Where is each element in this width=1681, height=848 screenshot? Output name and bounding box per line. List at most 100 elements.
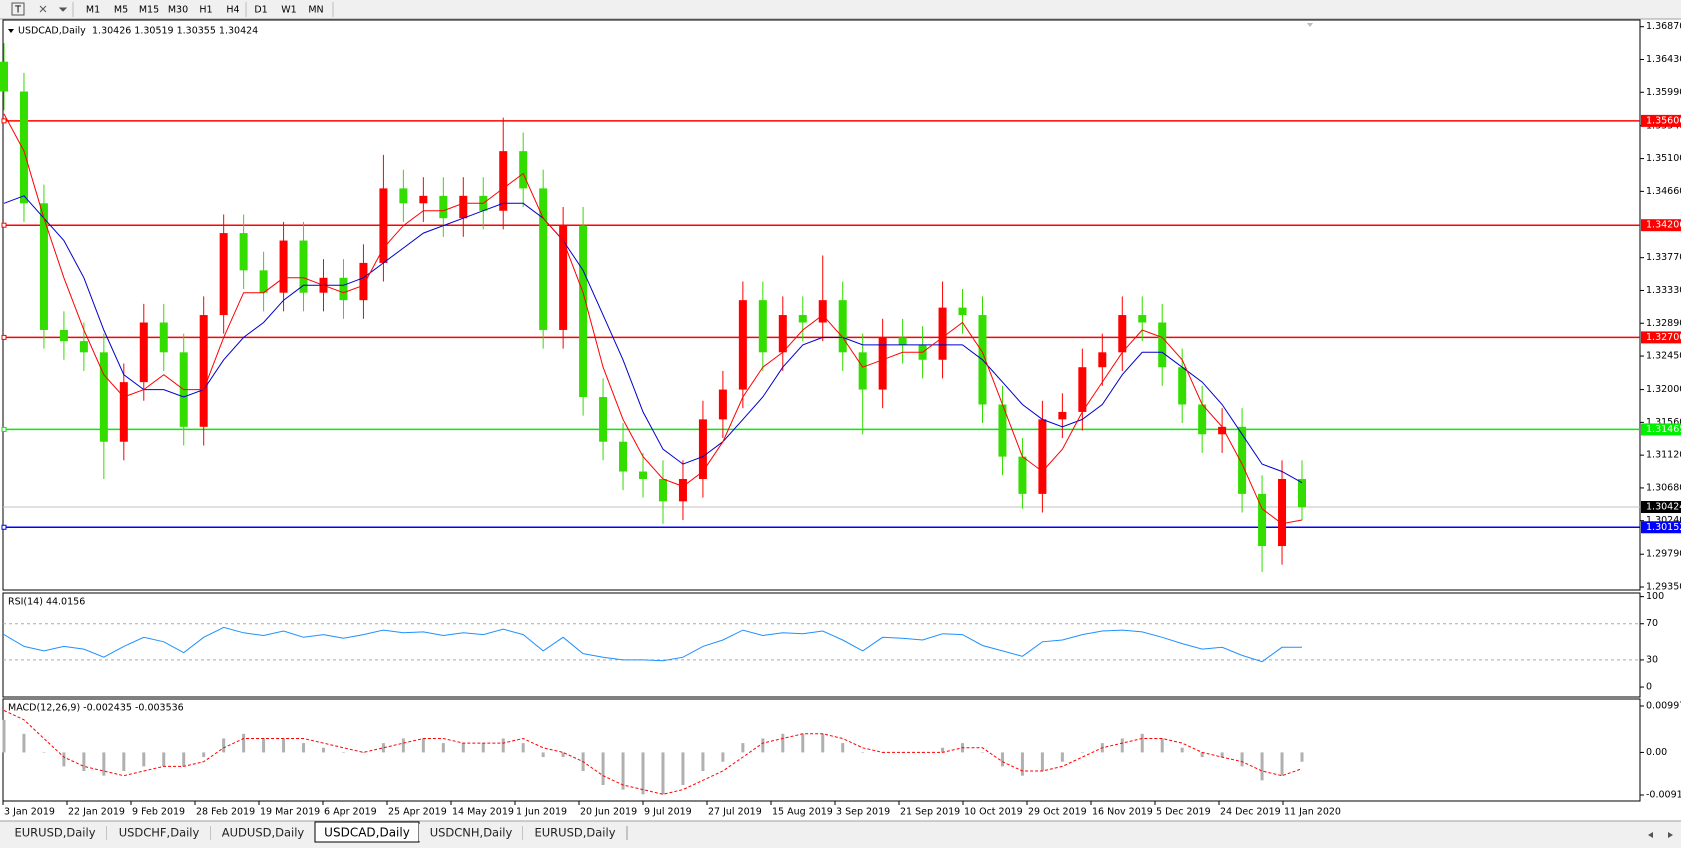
- y-tick-label: 1.35990: [1646, 87, 1681, 98]
- shapes-tool-icon[interactable]: [39, 5, 68, 13]
- candle-body: [99, 352, 108, 442]
- candle-body: [239, 233, 248, 271]
- macd-bar: [701, 752, 705, 772]
- candle-body: [339, 277, 348, 301]
- y-tick-label: 1.36870: [1646, 21, 1681, 32]
- candle-body: [818, 300, 827, 323]
- tab[interactable]: [523, 824, 627, 841]
- macd-bar: [262, 738, 266, 753]
- macd-bar: [601, 752, 605, 785]
- y-tick-label: 1.31120: [1646, 450, 1681, 461]
- candle-body: [1258, 493, 1267, 547]
- text-tool-glyph: T: [14, 5, 21, 16]
- candle-body: [259, 270, 268, 293]
- macd-bar: [242, 733, 246, 753]
- macd-bar: [42, 752, 46, 753]
- level-label-box: [1641, 423, 1681, 436]
- candle-body: [738, 300, 747, 390]
- period-button[interactable]: M5: [114, 5, 128, 16]
- tab-label[interactable]: USDCAD,Daily: [324, 826, 410, 840]
- candle-body: [419, 195, 428, 204]
- macd-bar: [1280, 752, 1284, 776]
- macd-bar: [282, 738, 286, 753]
- period-button[interactable]: M30: [168, 5, 188, 16]
- level-label-box: [1641, 219, 1681, 232]
- macd-bar: [801, 733, 805, 753]
- candle-body: [599, 397, 608, 442]
- x-tick-label: 3 Jan 2019: [4, 807, 55, 818]
- y-tick-label: 100: [1646, 591, 1664, 602]
- period-button[interactable]: W1: [281, 5, 296, 16]
- macd-bar: [441, 743, 445, 753]
- rsi-line: [3, 626, 1302, 663]
- period-button[interactable]: D1: [254, 5, 267, 16]
- level-label: 1.34206: [1646, 220, 1681, 231]
- period-button[interactable]: H4: [226, 5, 239, 16]
- tab-label[interactable]: EURUSD,Daily: [535, 826, 616, 840]
- x-tick-label: 6 Apr 2019: [324, 807, 377, 818]
- period-button[interactable]: H1: [199, 5, 212, 16]
- macd-bar: [1260, 752, 1264, 781]
- macd-bar: [501, 738, 505, 753]
- level-marker: [1, 524, 7, 530]
- tab-label[interactable]: USDCHF,Daily: [119, 826, 200, 840]
- macd-bar: [461, 743, 465, 753]
- candle-body: [1178, 367, 1187, 405]
- y-tick-label: 1.30240: [1646, 515, 1681, 526]
- candle-body: [639, 471, 648, 479]
- macd-bar: [481, 743, 485, 753]
- tab-scroll-arrows[interactable]: [1648, 832, 1673, 838]
- tab[interactable]: [419, 824, 523, 841]
- macd-bar: [721, 752, 725, 762]
- moving-average: [3, 113, 1303, 525]
- period-button[interactable]: MN: [308, 5, 323, 16]
- text-tool-icon[interactable]: [11, 2, 25, 16]
- level-marker: [1, 222, 7, 228]
- x-tick-label: 14 May 2019: [452, 807, 514, 818]
- macd-bar: [1300, 752, 1304, 762]
- candle-body: [1138, 315, 1147, 323]
- period-button[interactable]: M1: [86, 5, 100, 16]
- tab-label[interactable]: EURUSD,Daily: [15, 826, 96, 840]
- current-price-label: 1.30424: [1646, 501, 1681, 512]
- macd-bar: [322, 747, 326, 753]
- candle-body: [938, 307, 947, 360]
- period-button[interactable]: M15: [139, 5, 159, 16]
- collapse-arrow[interactable]: [8, 29, 14, 33]
- y-tick-label: 1.33330: [1646, 285, 1681, 296]
- candle-body: [439, 195, 448, 219]
- candle-body: [1198, 404, 1207, 435]
- macd-bar: [781, 733, 785, 753]
- y-tick-label: -0.00915: [1646, 789, 1681, 800]
- y-tick-label: 1.35100: [1646, 153, 1681, 164]
- candle-body: [758, 300, 767, 353]
- macd-bar: [361, 752, 365, 753]
- x-tick-label: 9 Feb 2019: [132, 807, 185, 818]
- level-label-box: [1641, 521, 1681, 534]
- macd-bar: [341, 752, 345, 753]
- y-tick-label: 70: [1646, 618, 1658, 629]
- level-marker: [1, 118, 7, 124]
- rsi-title: RSI(14) 44.0156: [8, 597, 85, 608]
- macd-bar: [1060, 752, 1064, 762]
- y-tick-label: 30: [1646, 654, 1658, 665]
- macd-bar: [222, 738, 226, 753]
- y-tick-label: 1.29790: [1646, 549, 1681, 560]
- tab[interactable]: [3, 824, 107, 841]
- tab-label[interactable]: AUDUSD,Daily: [222, 826, 305, 840]
- tab[interactable]: [107, 824, 211, 841]
- macd-bar: [142, 752, 146, 767]
- moving-average: [3, 195, 1303, 484]
- tab[interactable]: [211, 824, 315, 841]
- x-tick-label: 20 Jun 2019: [580, 807, 637, 818]
- y-tick-label: 1.32450: [1646, 351, 1681, 362]
- macd-bar: [1180, 747, 1184, 753]
- macd-bar: [541, 752, 545, 758]
- candle-body: [1058, 411, 1067, 420]
- macd-bar: [641, 752, 645, 795]
- macd-bar: [941, 747, 945, 753]
- candle-body: [0, 61, 8, 92]
- tab-label[interactable]: USDCNH,Daily: [430, 826, 513, 840]
- candle-body: [199, 315, 208, 427]
